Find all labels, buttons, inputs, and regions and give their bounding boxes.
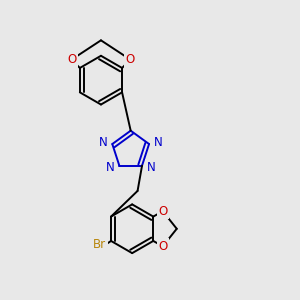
Text: N: N — [154, 136, 162, 149]
Text: O: O — [67, 53, 76, 66]
Text: Br: Br — [93, 238, 106, 251]
Text: N: N — [99, 136, 108, 149]
Text: N: N — [147, 160, 155, 174]
Text: O: O — [158, 240, 167, 253]
Text: N: N — [106, 160, 115, 174]
Text: O: O — [126, 53, 135, 66]
Text: O: O — [158, 205, 167, 218]
